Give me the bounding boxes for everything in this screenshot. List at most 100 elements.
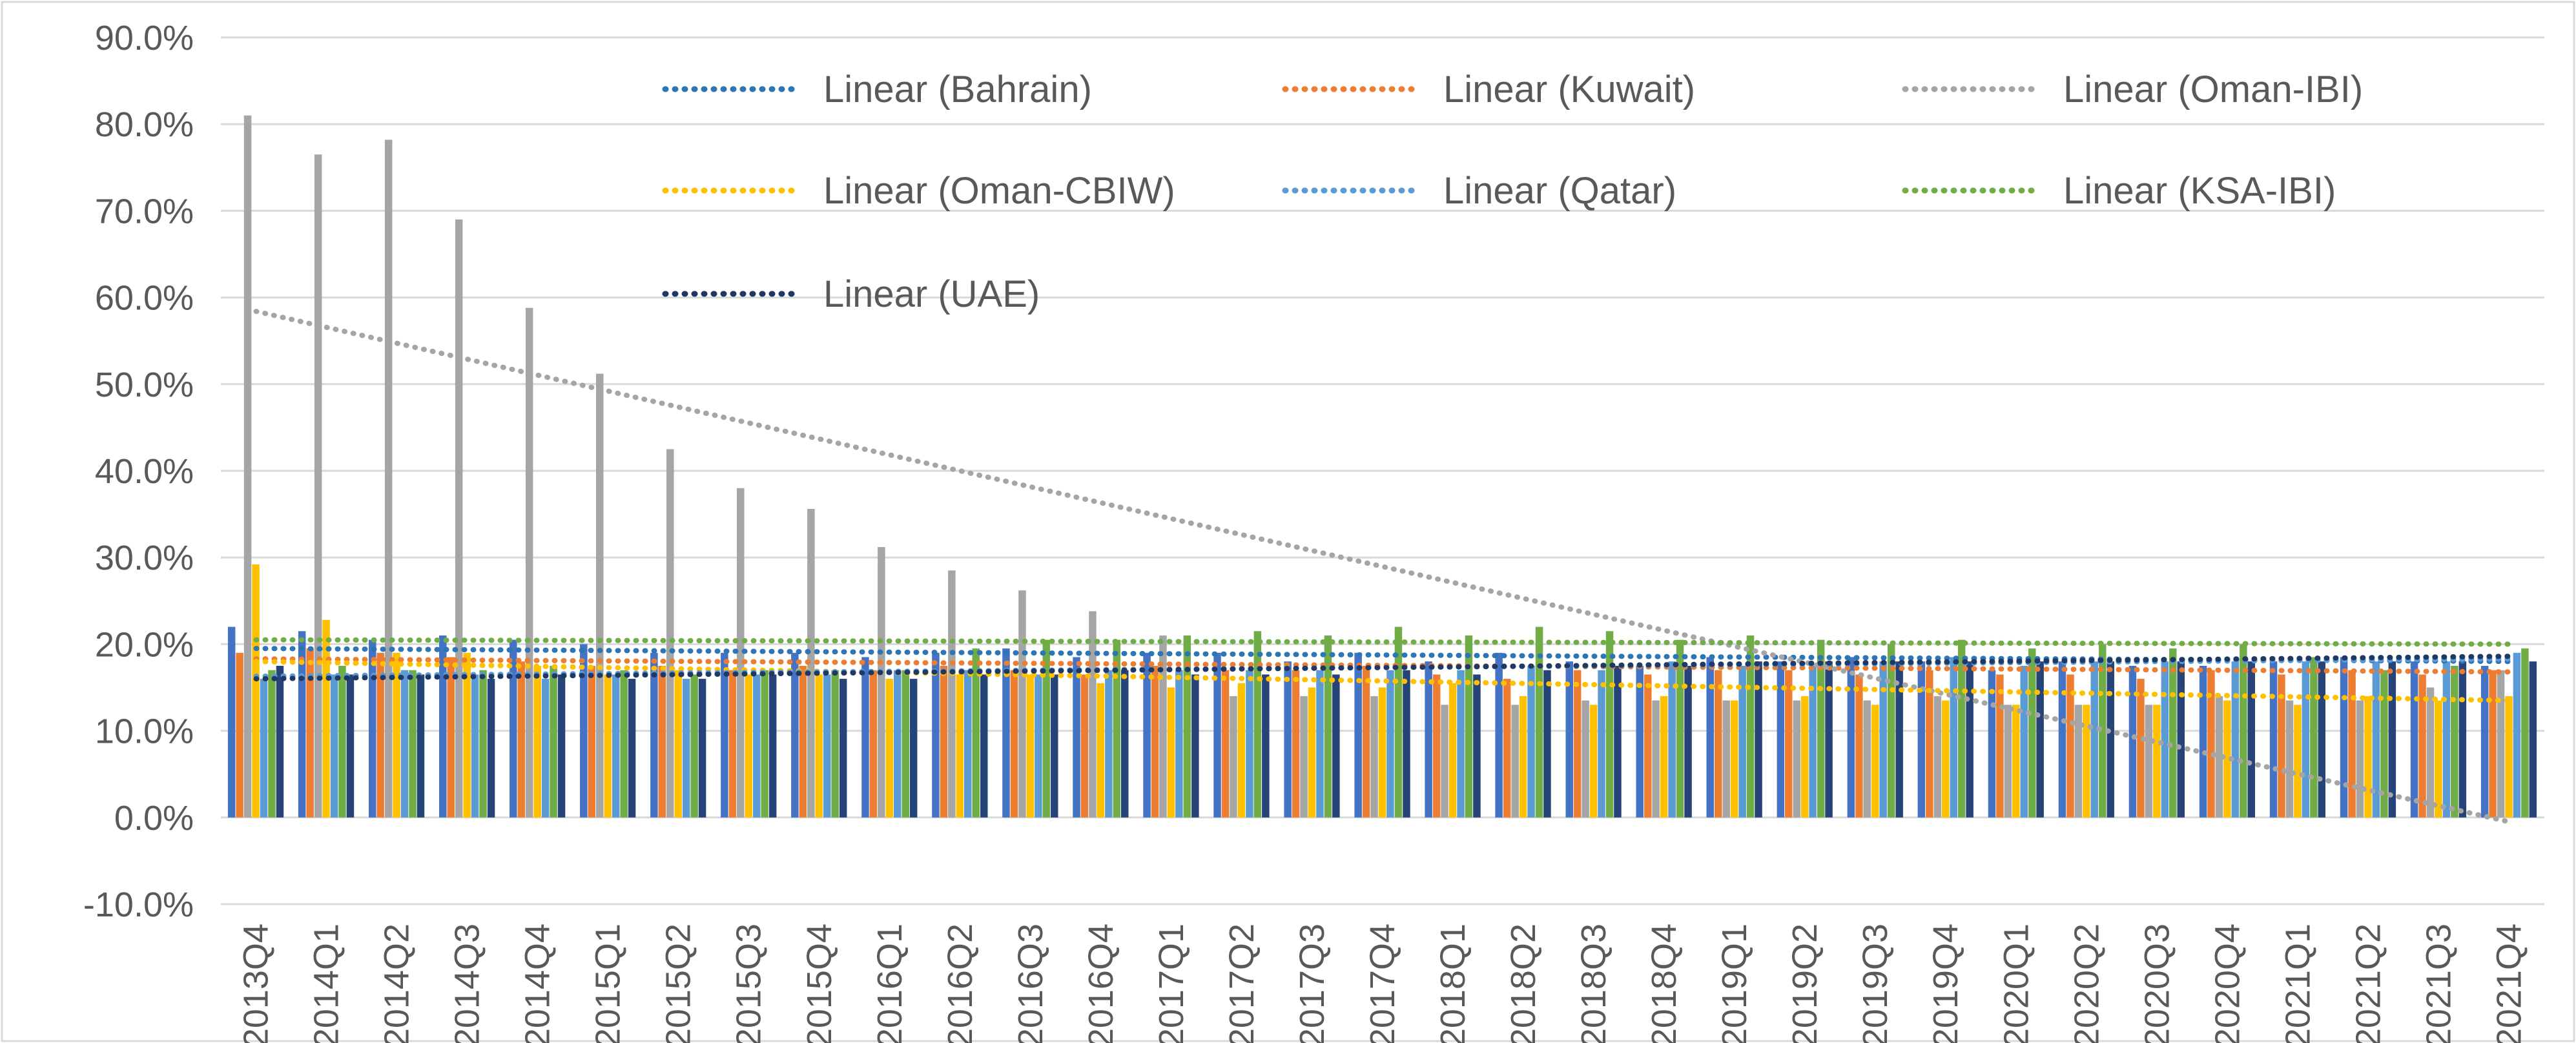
bar-uae-2018Q2 (1543, 670, 1551, 818)
bar-oman_ibi-2015Q4 (807, 509, 815, 818)
bar-ksa_ibi-2015Q2 (690, 674, 698, 818)
bar-oman_cbiw-2021Q3 (2435, 700, 2442, 818)
bar-ksa_ibi-2016Q1 (902, 670, 909, 818)
bar-uae-2020Q2 (2107, 661, 2114, 818)
x-tick-label: 2013Q4 (237, 924, 276, 1043)
bar-qatar-2014Q2 (400, 670, 409, 818)
bar-qatar-2014Q3 (471, 674, 479, 818)
bar-kuwait-2014Q1 (306, 648, 314, 818)
bar-bahrain-2018Q3 (1565, 661, 1573, 818)
x-tick-label: 2018Q2 (1504, 924, 1543, 1043)
bar-oman_cbiw-2013Q4 (252, 564, 260, 818)
bar-ksa_ibi-2014Q1 (338, 666, 346, 818)
bar-uae-2017Q3 (1332, 674, 1340, 818)
bar-uae-2013Q4 (276, 666, 284, 818)
bar-qatar-2016Q1 (894, 670, 902, 818)
bar-oman_ibi-2016Q1 (878, 547, 885, 818)
bar-oman_ibi-2016Q2 (948, 570, 956, 818)
bar-oman_cbiw-2018Q1 (1448, 683, 1457, 818)
bar-bahrain-2015Q4 (791, 652, 799, 818)
bar-oman_cbiw-2019Q2 (1801, 696, 1809, 818)
y-tick-label: 50.0% (95, 366, 194, 404)
bar-qatar-2015Q4 (823, 674, 831, 818)
x-tick-label: 2017Q1 (1152, 924, 1191, 1043)
bar-oman_cbiw-2016Q1 (885, 679, 894, 818)
legend-label-bahrain: Linear (Bahrain) (823, 68, 1092, 110)
bar-oman_ibi-2020Q4 (2215, 696, 2223, 818)
bar-bahrain-2018Q1 (1425, 661, 1432, 818)
bar-oman_cbiw-2017Q1 (1167, 687, 1175, 818)
bar-bahrain-2016Q2 (932, 652, 940, 818)
bar-ksa_ibi-2015Q4 (831, 670, 839, 818)
bar-bahrain-2016Q3 (1002, 648, 1010, 818)
bar-qatar-2021Q2 (2372, 661, 2380, 818)
bar-ksa_ibi-2014Q2 (409, 670, 417, 818)
x-tick-label: 2020Q4 (2208, 924, 2247, 1043)
bar-kuwait-2019Q3 (1855, 674, 1863, 818)
bar-ksa_ibi-2016Q2 (972, 648, 980, 818)
bar-oman_ibi-2018Q1 (1441, 705, 1448, 818)
bar-qatar-2019Q3 (1879, 661, 1887, 818)
bar-kuwait-2018Q3 (1573, 670, 1582, 818)
bar-bahrain-2020Q3 (2128, 666, 2137, 818)
bar-kuwait-2015Q4 (799, 666, 807, 818)
bar-qatar-2016Q2 (964, 670, 972, 818)
bar-uae-2017Q4 (1403, 670, 1410, 818)
bar-bahrain-2014Q2 (369, 639, 376, 818)
x-tick-label: 2014Q4 (519, 924, 557, 1043)
bar-uae-2016Q2 (980, 674, 988, 818)
bar-oman_cbiw-2015Q2 (674, 670, 682, 818)
bar-uae-2017Q2 (1262, 674, 1270, 818)
bar-qatar-2015Q1 (612, 674, 620, 818)
bar-ksa_ibi-2017Q3 (1324, 635, 1332, 818)
bar-oman_ibi-2015Q2 (666, 449, 674, 818)
bar-uae-2016Q3 (1051, 674, 1058, 818)
bar-kuwait-2020Q1 (1996, 674, 2004, 818)
bar-bahrain-2019Q4 (1917, 661, 1926, 818)
bar-bahrain-2020Q2 (2058, 661, 2066, 818)
bar-ksa_ibi-2019Q4 (1957, 639, 1966, 818)
bar-qatar-2017Q2 (1246, 670, 1253, 818)
x-tick-label: 2014Q2 (378, 924, 417, 1043)
bar-uae-2015Q1 (628, 679, 636, 818)
bar-oman_ibi-2017Q1 (1159, 635, 1167, 818)
bar-bahrain-2014Q4 (510, 639, 517, 818)
bar-oman_cbiw-2021Q1 (2294, 705, 2302, 818)
bar-kuwait-2018Q1 (1432, 674, 1441, 818)
bar-ksa_ibi-2015Q1 (620, 670, 628, 818)
x-tick-label: 2021Q3 (2419, 924, 2458, 1043)
bar-oman_cbiw-2015Q4 (815, 674, 823, 818)
bar-oman_cbiw-2020Q2 (2083, 705, 2090, 818)
bar-oman_ibi-2021Q2 (2356, 700, 2364, 818)
bar-oman_cbiw-2017Q4 (1378, 687, 1386, 818)
bar-ksa_ibi-2017Q2 (1253, 631, 1262, 818)
bar-kuwait-2016Q3 (1010, 670, 1018, 818)
bar-kuwait-2021Q3 (2418, 674, 2426, 818)
bar-qatar-2014Q1 (330, 674, 338, 818)
bar-oman_ibi-2021Q3 (2426, 687, 2435, 818)
bar-kuwait-2021Q1 (2278, 674, 2285, 818)
bar-kuwait-2021Q2 (2348, 670, 2356, 818)
y-tick-label: 0.0% (114, 799, 194, 838)
bar-ksa_ibi-2017Q4 (1394, 626, 1403, 818)
bar-kuwait-2019Q1 (1715, 670, 1722, 818)
bar-kuwait-2019Q2 (1785, 670, 1793, 818)
bar-ksa_ibi-2019Q2 (1817, 639, 1825, 818)
bar-kuwait-2015Q3 (728, 670, 737, 818)
x-tick-label: 2017Q3 (1293, 924, 1332, 1043)
bar-oman_ibi-2015Q1 (596, 373, 604, 818)
bar-oman_cbiw-2021Q4 (2505, 696, 2513, 818)
y-tick-label: 30.0% (95, 539, 194, 577)
bar-qatar-2018Q1 (1457, 670, 1465, 818)
bar-oman_cbiw-2017Q3 (1308, 687, 1316, 818)
bar-bahrain-2021Q1 (2269, 661, 2278, 818)
bar-bahrain-2017Q4 (1354, 652, 1362, 818)
bar-ksa_ibi-2016Q3 (1042, 639, 1050, 818)
bar-oman_cbiw-2020Q3 (2153, 705, 2161, 818)
bar-oman_ibi-2014Q3 (455, 219, 463, 818)
bar-uae-2014Q1 (346, 674, 355, 818)
bar-bahrain-2017Q1 (1143, 652, 1151, 818)
bar-oman_cbiw-2014Q4 (533, 666, 541, 818)
bar-bahrain-2016Q4 (1073, 657, 1080, 818)
